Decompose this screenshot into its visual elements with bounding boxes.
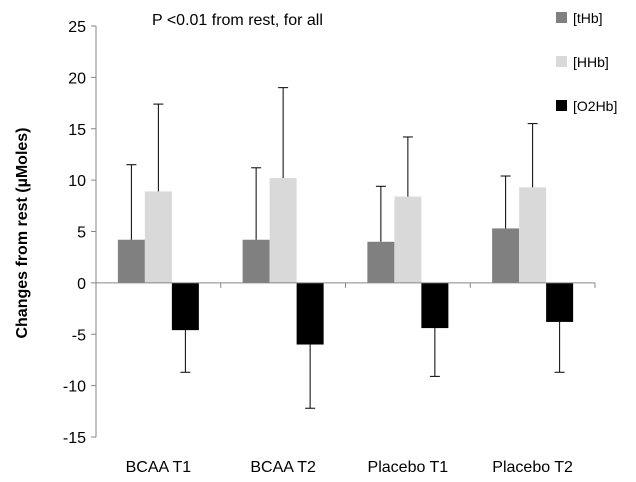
- legend: [tHb] [HHb] [O2Hb]: [556, 10, 617, 114]
- y-tick-label: -5: [72, 327, 86, 344]
- chart-annotation: P <0.01 from rest, for all: [152, 12, 323, 29]
- bar: [492, 228, 520, 283]
- bar: [421, 282, 449, 329]
- y-tick-label: 5: [77, 225, 86, 242]
- y-tick-label: 10: [68, 173, 86, 190]
- y-axis-label: Changes from rest (µMoles): [14, 127, 31, 338]
- legend-swatch: [556, 12, 567, 23]
- bar: [519, 187, 547, 283]
- bar: [144, 191, 172, 283]
- bar: [117, 239, 145, 283]
- legend-label: [HHb]: [573, 54, 609, 70]
- x-category-label: BCAA T1: [126, 459, 192, 476]
- bar: [269, 178, 297, 283]
- bar: [171, 282, 199, 331]
- legend-label: [tHb]: [573, 10, 603, 26]
- y-tick-label: -10: [63, 379, 86, 396]
- bar: [367, 241, 395, 283]
- y-tick-label: 25: [68, 19, 86, 36]
- x-category-label: BCAA T2: [250, 459, 316, 476]
- bar: [394, 196, 422, 283]
- legend-swatch: [556, 56, 567, 67]
- legend-label: [O2Hb]: [573, 98, 617, 114]
- y-tick-label: 20: [68, 70, 86, 87]
- x-category-label: Placebo T2: [492, 459, 573, 476]
- bars: [117, 87, 574, 409]
- legend-swatch: [556, 100, 567, 111]
- y-tick-label: 0: [77, 276, 86, 293]
- y-tick-label: -15: [63, 430, 86, 447]
- x-axis: BCAA T1 BCAA T2 Placebo T1 Placebo T2: [95, 282, 596, 476]
- bar: [296, 282, 324, 345]
- x-category-label: Placebo T1: [368, 459, 449, 476]
- bar: [242, 239, 270, 283]
- bar: [546, 282, 574, 322]
- y-tick-label: 15: [68, 122, 86, 139]
- y-axis: 25 20 15 10 5 0 -5 -10 -15: [63, 19, 97, 447]
